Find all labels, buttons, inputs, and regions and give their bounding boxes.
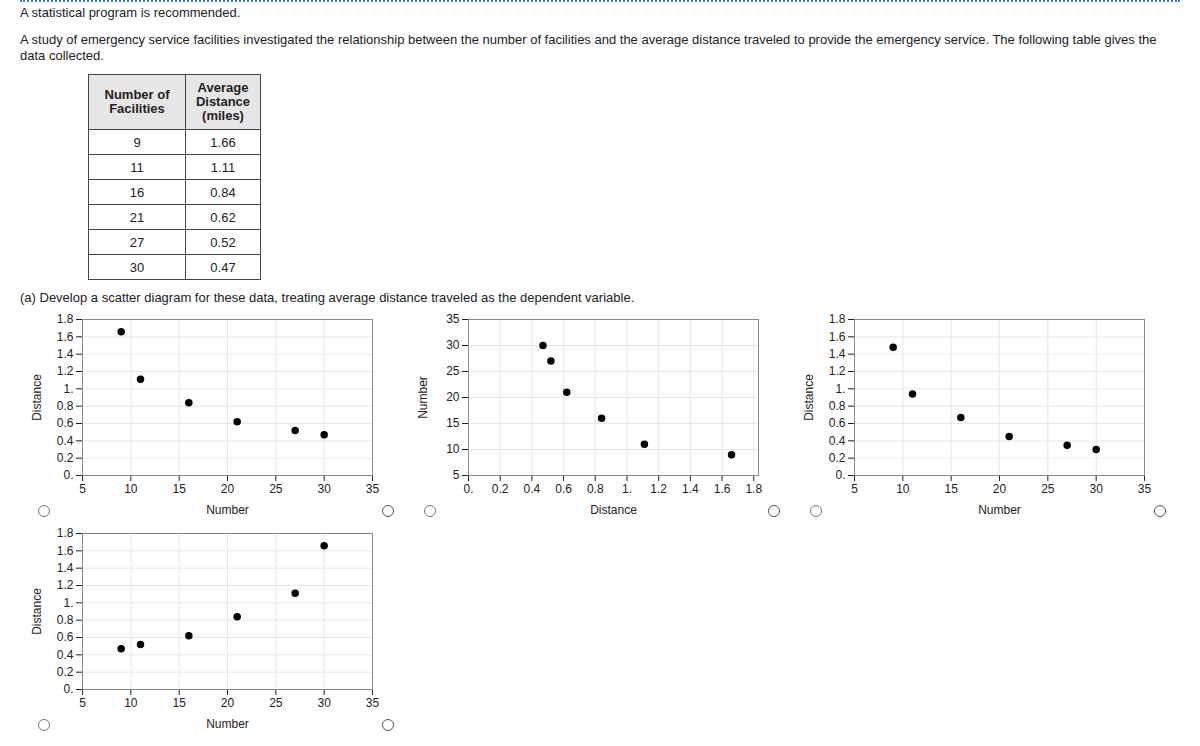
svg-text:0.4: 0.4 xyxy=(57,434,74,448)
svg-text:30: 30 xyxy=(317,696,331,710)
svg-text:Distance: Distance xyxy=(590,503,637,517)
svg-text:1.8: 1.8 xyxy=(829,312,846,326)
svg-text:1.6: 1.6 xyxy=(829,330,846,344)
svg-text:0.4: 0.4 xyxy=(829,434,846,448)
svg-text:Distance: Distance xyxy=(802,374,816,421)
svg-text:0.8: 0.8 xyxy=(57,399,74,413)
svg-text:10: 10 xyxy=(446,442,460,456)
html-text:27: 27 xyxy=(129,234,145,250)
svg-text:Distance: Distance xyxy=(30,588,44,635)
svg-text:0.8: 0.8 xyxy=(587,482,604,496)
html-text:0.84: 0.84 xyxy=(210,184,236,200)
svg-text:20: 20 xyxy=(221,696,235,710)
html-text:(a) Develop a scatter diagram: (a) Develop a scatter diagram for these … xyxy=(20,290,635,305)
html-text:21: 21 xyxy=(129,209,145,225)
svg-text:1.4: 1.4 xyxy=(829,347,846,361)
svg-text:25: 25 xyxy=(446,364,460,378)
html-text:0.62: 0.62 xyxy=(210,209,236,225)
svg-text:0.6: 0.6 xyxy=(829,416,846,430)
svg-text:0.4: 0.4 xyxy=(524,482,541,496)
svg-text:1.8: 1.8 xyxy=(57,526,74,540)
svg-text:1.6: 1.6 xyxy=(714,482,731,496)
html-text:A statistical program is recom: A statistical program is recommended. xyxy=(20,5,241,20)
svg-text:1.4: 1.4 xyxy=(57,347,74,361)
svg-text:30: 30 xyxy=(446,338,460,352)
svg-text:20: 20 xyxy=(993,482,1007,496)
svg-text:15: 15 xyxy=(172,696,186,710)
svg-text:0.2: 0.2 xyxy=(57,451,74,465)
html-text:0.52: 0.52 xyxy=(210,234,236,250)
svg-text:0.2: 0.2 xyxy=(57,665,74,679)
html-text:11: 11 xyxy=(130,159,144,175)
svg-text:1.: 1. xyxy=(835,382,845,396)
svg-text:1.4: 1.4 xyxy=(682,482,699,496)
svg-text:5: 5 xyxy=(79,482,86,496)
svg-text:0.6: 0.6 xyxy=(555,482,572,496)
svg-text:1.2: 1.2 xyxy=(57,364,74,378)
svg-text:0.: 0. xyxy=(835,468,845,482)
svg-text:10: 10 xyxy=(896,482,910,496)
svg-text:25: 25 xyxy=(1041,482,1055,496)
svg-text:1.: 1. xyxy=(63,596,73,610)
svg-text:15: 15 xyxy=(172,482,186,496)
svg-text:0.4: 0.4 xyxy=(57,648,74,662)
html-text:Number of Facilities: Number of Facilities xyxy=(104,87,170,116)
html-text:Average Distance (miles): Average Distance (miles) xyxy=(195,80,251,123)
svg-text:5: 5 xyxy=(453,468,460,482)
svg-text:1.2: 1.2 xyxy=(57,578,74,592)
svg-text:0.2: 0.2 xyxy=(829,451,846,465)
svg-text:35: 35 xyxy=(366,696,380,710)
svg-text:0.8: 0.8 xyxy=(829,399,846,413)
html-text:0.47: 0.47 xyxy=(210,259,236,275)
svg-text:1.6: 1.6 xyxy=(57,544,74,558)
html-text:A study of emergency service f: A study of emergency service facilities … xyxy=(20,32,1157,63)
html-text:1.66: 1.66 xyxy=(210,134,236,150)
svg-text:Number: Number xyxy=(416,376,430,419)
svg-text:1.4: 1.4 xyxy=(57,561,74,575)
svg-text:Distance: Distance xyxy=(30,374,44,421)
svg-text:10: 10 xyxy=(124,482,138,496)
svg-text:25: 25 xyxy=(269,696,283,710)
svg-text:0.: 0. xyxy=(463,482,473,496)
svg-text:5: 5 xyxy=(851,482,858,496)
svg-text:0.6: 0.6 xyxy=(57,630,74,644)
svg-text:1.6: 1.6 xyxy=(57,330,74,344)
svg-text:25: 25 xyxy=(269,482,283,496)
svg-text:Number: Number xyxy=(978,503,1021,517)
html-text:9: 9 xyxy=(133,134,141,150)
svg-text:0.8: 0.8 xyxy=(57,613,74,627)
html-text:1.11: 1.11 xyxy=(210,159,236,175)
svg-text:20: 20 xyxy=(446,390,460,404)
svg-text:1.2: 1.2 xyxy=(650,482,667,496)
svg-text:1.: 1. xyxy=(63,382,73,396)
svg-text:Number: Number xyxy=(206,503,249,517)
svg-text:20: 20 xyxy=(221,482,235,496)
svg-text:0.6: 0.6 xyxy=(57,416,74,430)
svg-text:1.8: 1.8 xyxy=(57,312,74,326)
svg-text:30: 30 xyxy=(1089,482,1103,496)
html-text:16: 16 xyxy=(129,184,145,200)
svg-text:5: 5 xyxy=(79,696,86,710)
svg-text:Number: Number xyxy=(206,717,249,731)
svg-text:1.: 1. xyxy=(622,482,632,496)
svg-text:0.: 0. xyxy=(63,468,73,482)
svg-text:15: 15 xyxy=(446,416,460,430)
html-text:30: 30 xyxy=(129,259,145,275)
svg-text:35: 35 xyxy=(1138,482,1152,496)
svg-text:0.: 0. xyxy=(63,682,73,696)
svg-text:35: 35 xyxy=(446,312,460,326)
svg-text:0.2: 0.2 xyxy=(492,482,509,496)
svg-text:30: 30 xyxy=(317,482,331,496)
svg-text:15: 15 xyxy=(944,482,958,496)
svg-text:10: 10 xyxy=(124,696,138,710)
svg-text:35: 35 xyxy=(366,482,380,496)
svg-text:1.2: 1.2 xyxy=(829,364,846,378)
svg-text:1.8: 1.8 xyxy=(745,482,762,496)
